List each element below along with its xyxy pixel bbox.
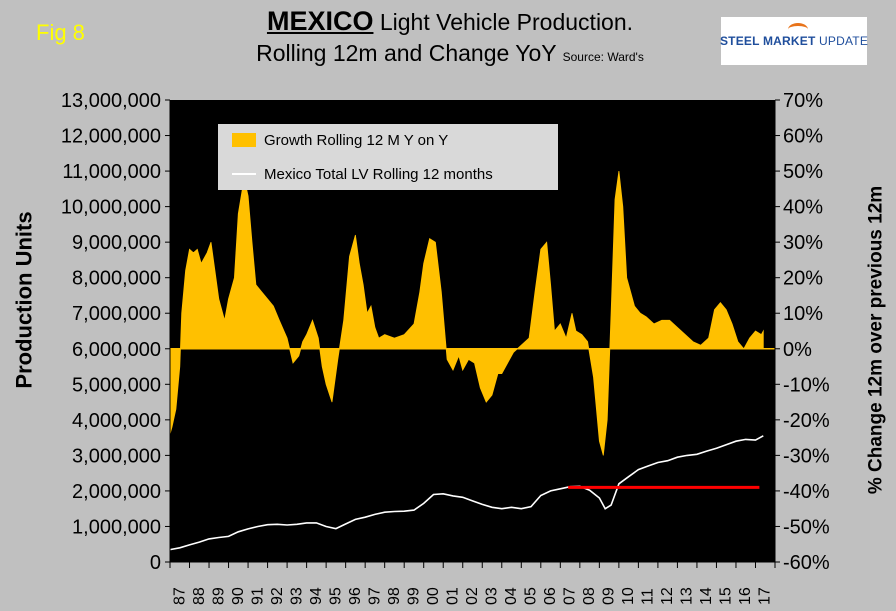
x-tick-label: 88: [191, 587, 208, 605]
y-tick-label: 8,000,000: [72, 268, 161, 290]
logo-text: STEEL MARKET UPDATE: [720, 34, 868, 48]
axes-layer: 0 1,000,000 2,000,000 3,000,000 4,000,000 5,0…: [12, 90, 887, 605]
steel-market-update-logo: STEEL MARKET UPDATE: [720, 17, 868, 65]
chart-legend: Growth Rolling 12 M Y on Y Mexico Total …: [218, 124, 558, 190]
y-tick-label: 7,000,000: [72, 303, 161, 325]
x-tick-label: 04: [503, 587, 520, 605]
chart-title: MEXICO Light Vehicle Production. Rolling…: [170, 6, 730, 73]
y2-tick-label: 20%: [783, 268, 823, 290]
y2-tick-label: 10%: [783, 303, 823, 325]
legend-label-total: Mexico Total LV Rolling 12 months: [264, 165, 493, 183]
y2-tick-label: 0%: [783, 339, 812, 361]
y2-tick-label: -20%: [783, 410, 830, 432]
legend-label-growth: Growth Rolling 12 M Y on Y: [264, 131, 449, 149]
x-tick-label: 93: [288, 587, 305, 605]
legend-swatch-total: [232, 173, 256, 175]
y2-tick-label: 60%: [783, 126, 823, 148]
legend-item-growth: Growth Rolling 12 M Y on Y: [232, 128, 448, 152]
y2-tick-label: 70%: [783, 90, 823, 112]
logo-swoosh-icon: [788, 23, 808, 36]
x-tick-label: 08: [581, 587, 598, 605]
y-tick-label: 12,000,000: [61, 126, 161, 148]
x-tick-label: 03: [484, 587, 501, 605]
y-tick-label: 5,000,000: [72, 374, 161, 396]
title-subject: Light Vehicle Production.: [373, 9, 634, 35]
legend-swatch-growth: [232, 133, 256, 147]
x-tick-label: 11: [640, 588, 657, 605]
y2-tick-label: 40%: [783, 197, 823, 219]
y2-tick-label: 30%: [783, 232, 823, 254]
figure-label: Fig 8: [36, 20, 85, 45]
y2-axis-title: % Change 12m over previous 12m: [866, 186, 887, 494]
legend-item-total: Mexico Total LV Rolling 12 months: [232, 162, 493, 186]
y-tick-label: 4,000,000: [72, 410, 161, 432]
y-tick-label: 2,000,000: [72, 481, 161, 503]
x-tick-label: 10: [620, 587, 637, 605]
total-series-layer: [169, 435, 764, 551]
x-tick-label: 02: [464, 587, 481, 605]
logo-text-part1: STEEL MARKET: [719, 34, 816, 48]
title-country: MEXICO: [266, 6, 374, 36]
x-tick-label: 15: [718, 587, 735, 605]
x-tick-label: 14: [698, 587, 715, 605]
y-tick-label: 13,000,000: [61, 90, 161, 112]
x-tick-label: 91: [249, 587, 266, 605]
x-tick-label: 90: [230, 587, 247, 605]
x-tick-label: 92: [269, 587, 286, 605]
y2-tick-label: -40%: [783, 481, 830, 503]
x-tick-label: 89: [210, 587, 227, 605]
y-tick-label: 11,000,000: [62, 161, 161, 183]
x-tick-label: 95: [327, 587, 344, 605]
x-tick-label: 01: [445, 587, 462, 605]
x-tick-label: 16: [737, 587, 754, 605]
title-line-1: MEXICO Light Vehicle Production.: [170, 6, 730, 37]
x-tick-label: 87: [171, 587, 188, 605]
y2-tick-label: -50%: [783, 516, 830, 538]
title-source: Source: Ward's: [562, 50, 644, 64]
x-tick-label: 99: [406, 587, 423, 605]
y-tick-label: 1,000,000: [72, 516, 161, 538]
y2-tick-label: -10%: [783, 374, 830, 396]
x-tick-label: 98: [386, 587, 403, 605]
x-tick-label: 06: [542, 587, 559, 605]
y2-tick-label: 50%: [783, 161, 823, 183]
x-tick-label: 17: [757, 587, 774, 605]
y-tick-label: 9,000,000: [72, 232, 161, 254]
x-tick-label: 97: [366, 587, 383, 605]
total-lv-line: [169, 435, 764, 551]
logo-text-part2: UPDATE: [819, 34, 869, 48]
x-tick-label: 13: [679, 587, 696, 605]
x-tick-label: 94: [308, 587, 325, 605]
x-tick-label: 05: [523, 587, 540, 605]
x-tick-label: 09: [601, 587, 618, 605]
y2-tick-label: -60%: [783, 552, 830, 574]
x-tick-label: 00: [425, 587, 442, 605]
y-tick-label: 10,000,000: [61, 197, 161, 219]
title-measure: Rolling 12m and Change YoY: [256, 40, 557, 66]
x-tick-label: 12: [659, 587, 676, 605]
y-tick-label: 6,000,000: [72, 339, 161, 361]
x-tick-label: 07: [562, 587, 579, 605]
x-tick-label: 96: [347, 587, 364, 605]
y-tick-label: 0: [150, 552, 161, 574]
y-axis-title: Production Units: [12, 211, 37, 388]
y-tick-label: 3,000,000: [72, 445, 161, 467]
y2-tick-label: -30%: [783, 445, 830, 467]
title-line-2: Rolling 12m and Change YoY Source: Ward'…: [170, 37, 730, 73]
